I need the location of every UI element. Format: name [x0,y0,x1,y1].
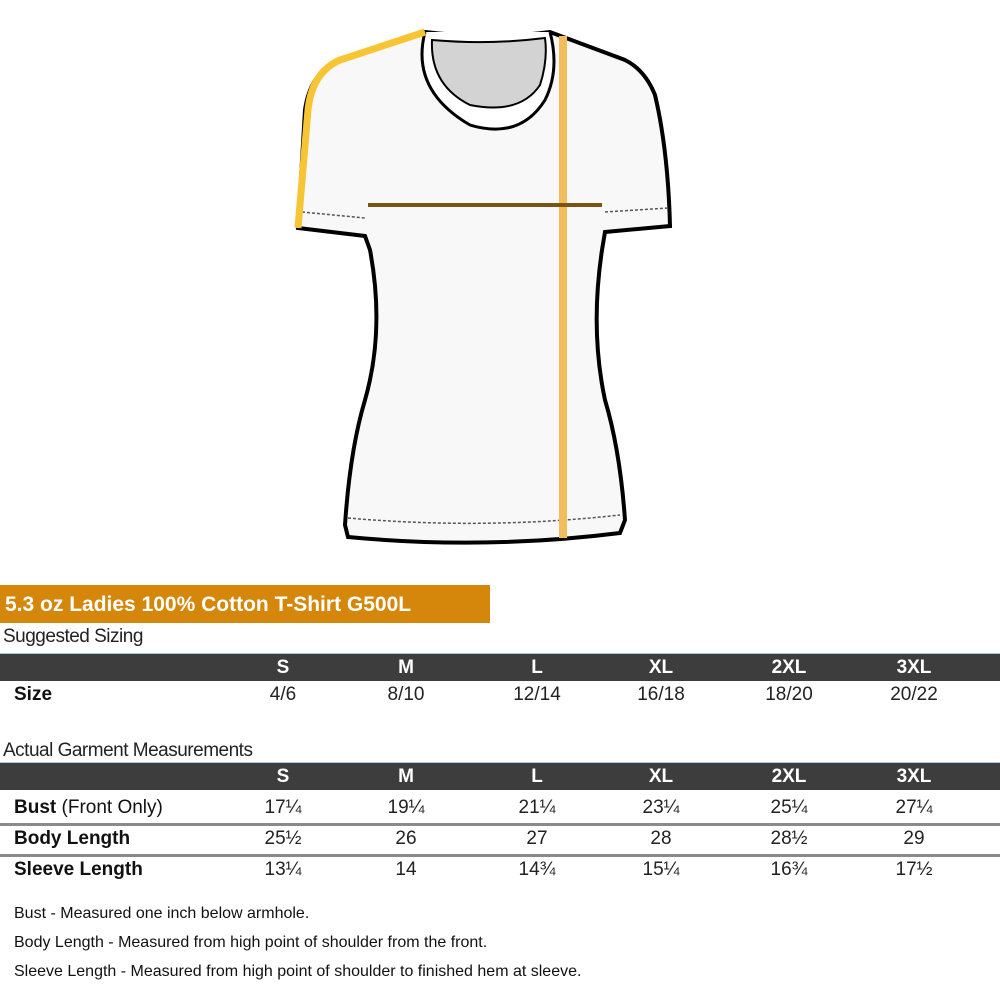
row-divider [0,854,1000,857]
cell: 8/10 [387,684,425,705]
cell: 16¾ [770,859,808,880]
cell: 26 [395,828,417,849]
size-header: S [276,657,290,678]
note-body-length: Body Length - Measured from high point o… [14,934,488,951]
cell: 29 [903,828,925,849]
product-title: 5.3 oz Ladies 100% Cotton T-Shirt G500L [0,585,490,623]
row-divider [0,823,1000,826]
cell: 13¼ [264,859,302,880]
cell: 28½ [770,828,808,849]
suggested-size-header: S M L XL 2XL 3XL [0,653,1000,681]
size-header: S [276,766,290,787]
size-header: M [398,657,414,678]
size-header: L [531,657,543,678]
cell: 25¼ [770,797,808,818]
cell: 28 [650,828,672,849]
table-row: Body Length 25½ 26 27 28 28½ 29 [0,824,1000,854]
cell: 27 [526,828,548,849]
row-label-main: Bust [14,797,57,818]
size-header: M [398,766,414,787]
row-label: Body Length [14,824,130,854]
table-row: Size 4/6 8/10 12/14 16/18 18/20 20/22 [0,680,1000,710]
cell: 20/22 [890,684,938,705]
table-row: Bust (Front Only) 17¼ 19¼ 21¼ 23¼ 25¼ 27¼ [0,793,1000,823]
note-sleeve-length: Sleeve Length - Measured from high point… [14,963,582,980]
cell: 17¼ [264,797,302,818]
row-label: Sleeve Length [14,855,143,885]
cell: 25½ [264,828,302,849]
cell: 27¼ [895,797,933,818]
cell: 19¼ [387,797,425,818]
size-header: 3XL [896,657,932,678]
suggested-sizing-heading: Suggested Sizing [3,626,143,647]
actual-size-header: S M L XL 2XL 3XL [0,762,1000,790]
cell: 4/6 [269,684,297,705]
row-label: Size [14,684,53,705]
cell: 23¼ [642,797,680,818]
cell: 14¾ [518,859,556,880]
actual-measurements-heading: Actual Garment Measurements [3,740,253,761]
cell: 18/20 [765,684,813,705]
size-header: XL [648,657,674,678]
tshirt-illustration [294,28,673,545]
table-row: Sleeve Length 13¼ 14 14¾ 15¼ 16¾ 17½ [0,855,1000,885]
row-label-main: Sleeve Length [14,859,143,880]
cell: 17½ [895,859,933,880]
row-label-main: Body Length [14,828,131,849]
row-label: Bust (Front Only) [14,793,163,823]
sleeve-length-line [294,28,427,229]
size-header: 2XL [771,766,807,787]
cell: 15¼ [642,859,680,880]
cell: 16/18 [637,684,685,705]
cell: 12/14 [513,684,561,705]
cell: 14 [395,859,417,880]
size-header: XL [648,766,674,787]
size-header: L [531,766,543,787]
row-label-extra: (Front Only) [56,797,163,818]
cell: 21¼ [518,797,556,818]
size-header: 2XL [771,657,807,678]
note-bust: Bust - Measured one inch below armhole. [14,905,310,922]
size-header: 3XL [896,766,932,787]
